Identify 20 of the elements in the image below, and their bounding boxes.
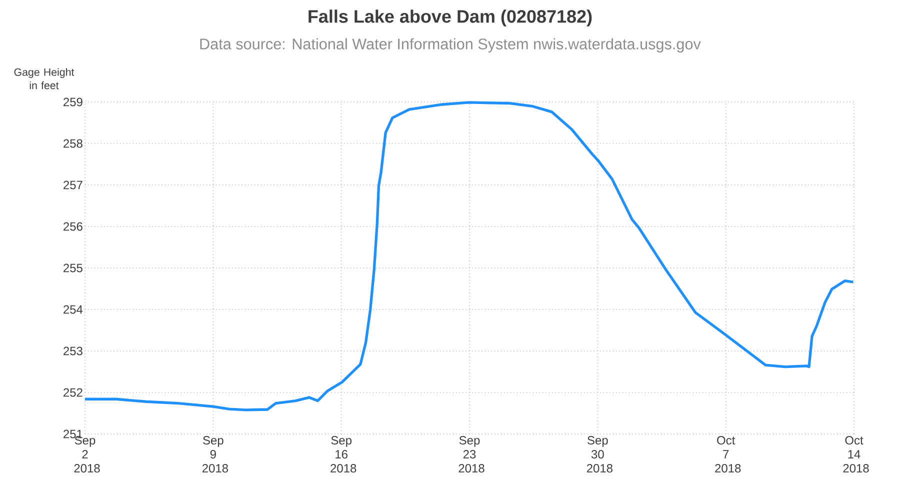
- chart-title: Falls Lake above Dam (02087182): [308, 10, 592, 26]
- y-tick-label: 251: [64, 430, 82, 438]
- x-tick-label: Sep 30 2018: [586, 436, 612, 473]
- x-tick-label: Sep 2 2018: [74, 436, 100, 473]
- chart-subtitle: Data source: National Water Information System nwis.waterdata.usgs.gov: [200, 38, 701, 52]
- y-tick-label: 252: [64, 388, 82, 397]
- y-tick-label: 258: [64, 139, 82, 148]
- y-tick-label: 259: [64, 98, 82, 106]
- line-series: [84, 101, 855, 412]
- y-tick-label: 256: [64, 222, 82, 231]
- x-tick-label: Sep 16 2018: [330, 436, 356, 473]
- y-axis-title: Gage Height in feet: [14, 68, 74, 90]
- y-tick-label: 253: [64, 346, 82, 356]
- x-tick-label: Sep 23 2018: [458, 436, 484, 473]
- x-tick-label: Oct 14 2018: [843, 436, 869, 473]
- x-tick-label: Sep 9 2018: [202, 436, 228, 473]
- y-tick-label: 254: [64, 305, 83, 314]
- y-tick-label: 255: [64, 264, 82, 272]
- y-tick-label: 257: [64, 180, 82, 190]
- x-tick-label: Oct 7 2018: [715, 436, 741, 473]
